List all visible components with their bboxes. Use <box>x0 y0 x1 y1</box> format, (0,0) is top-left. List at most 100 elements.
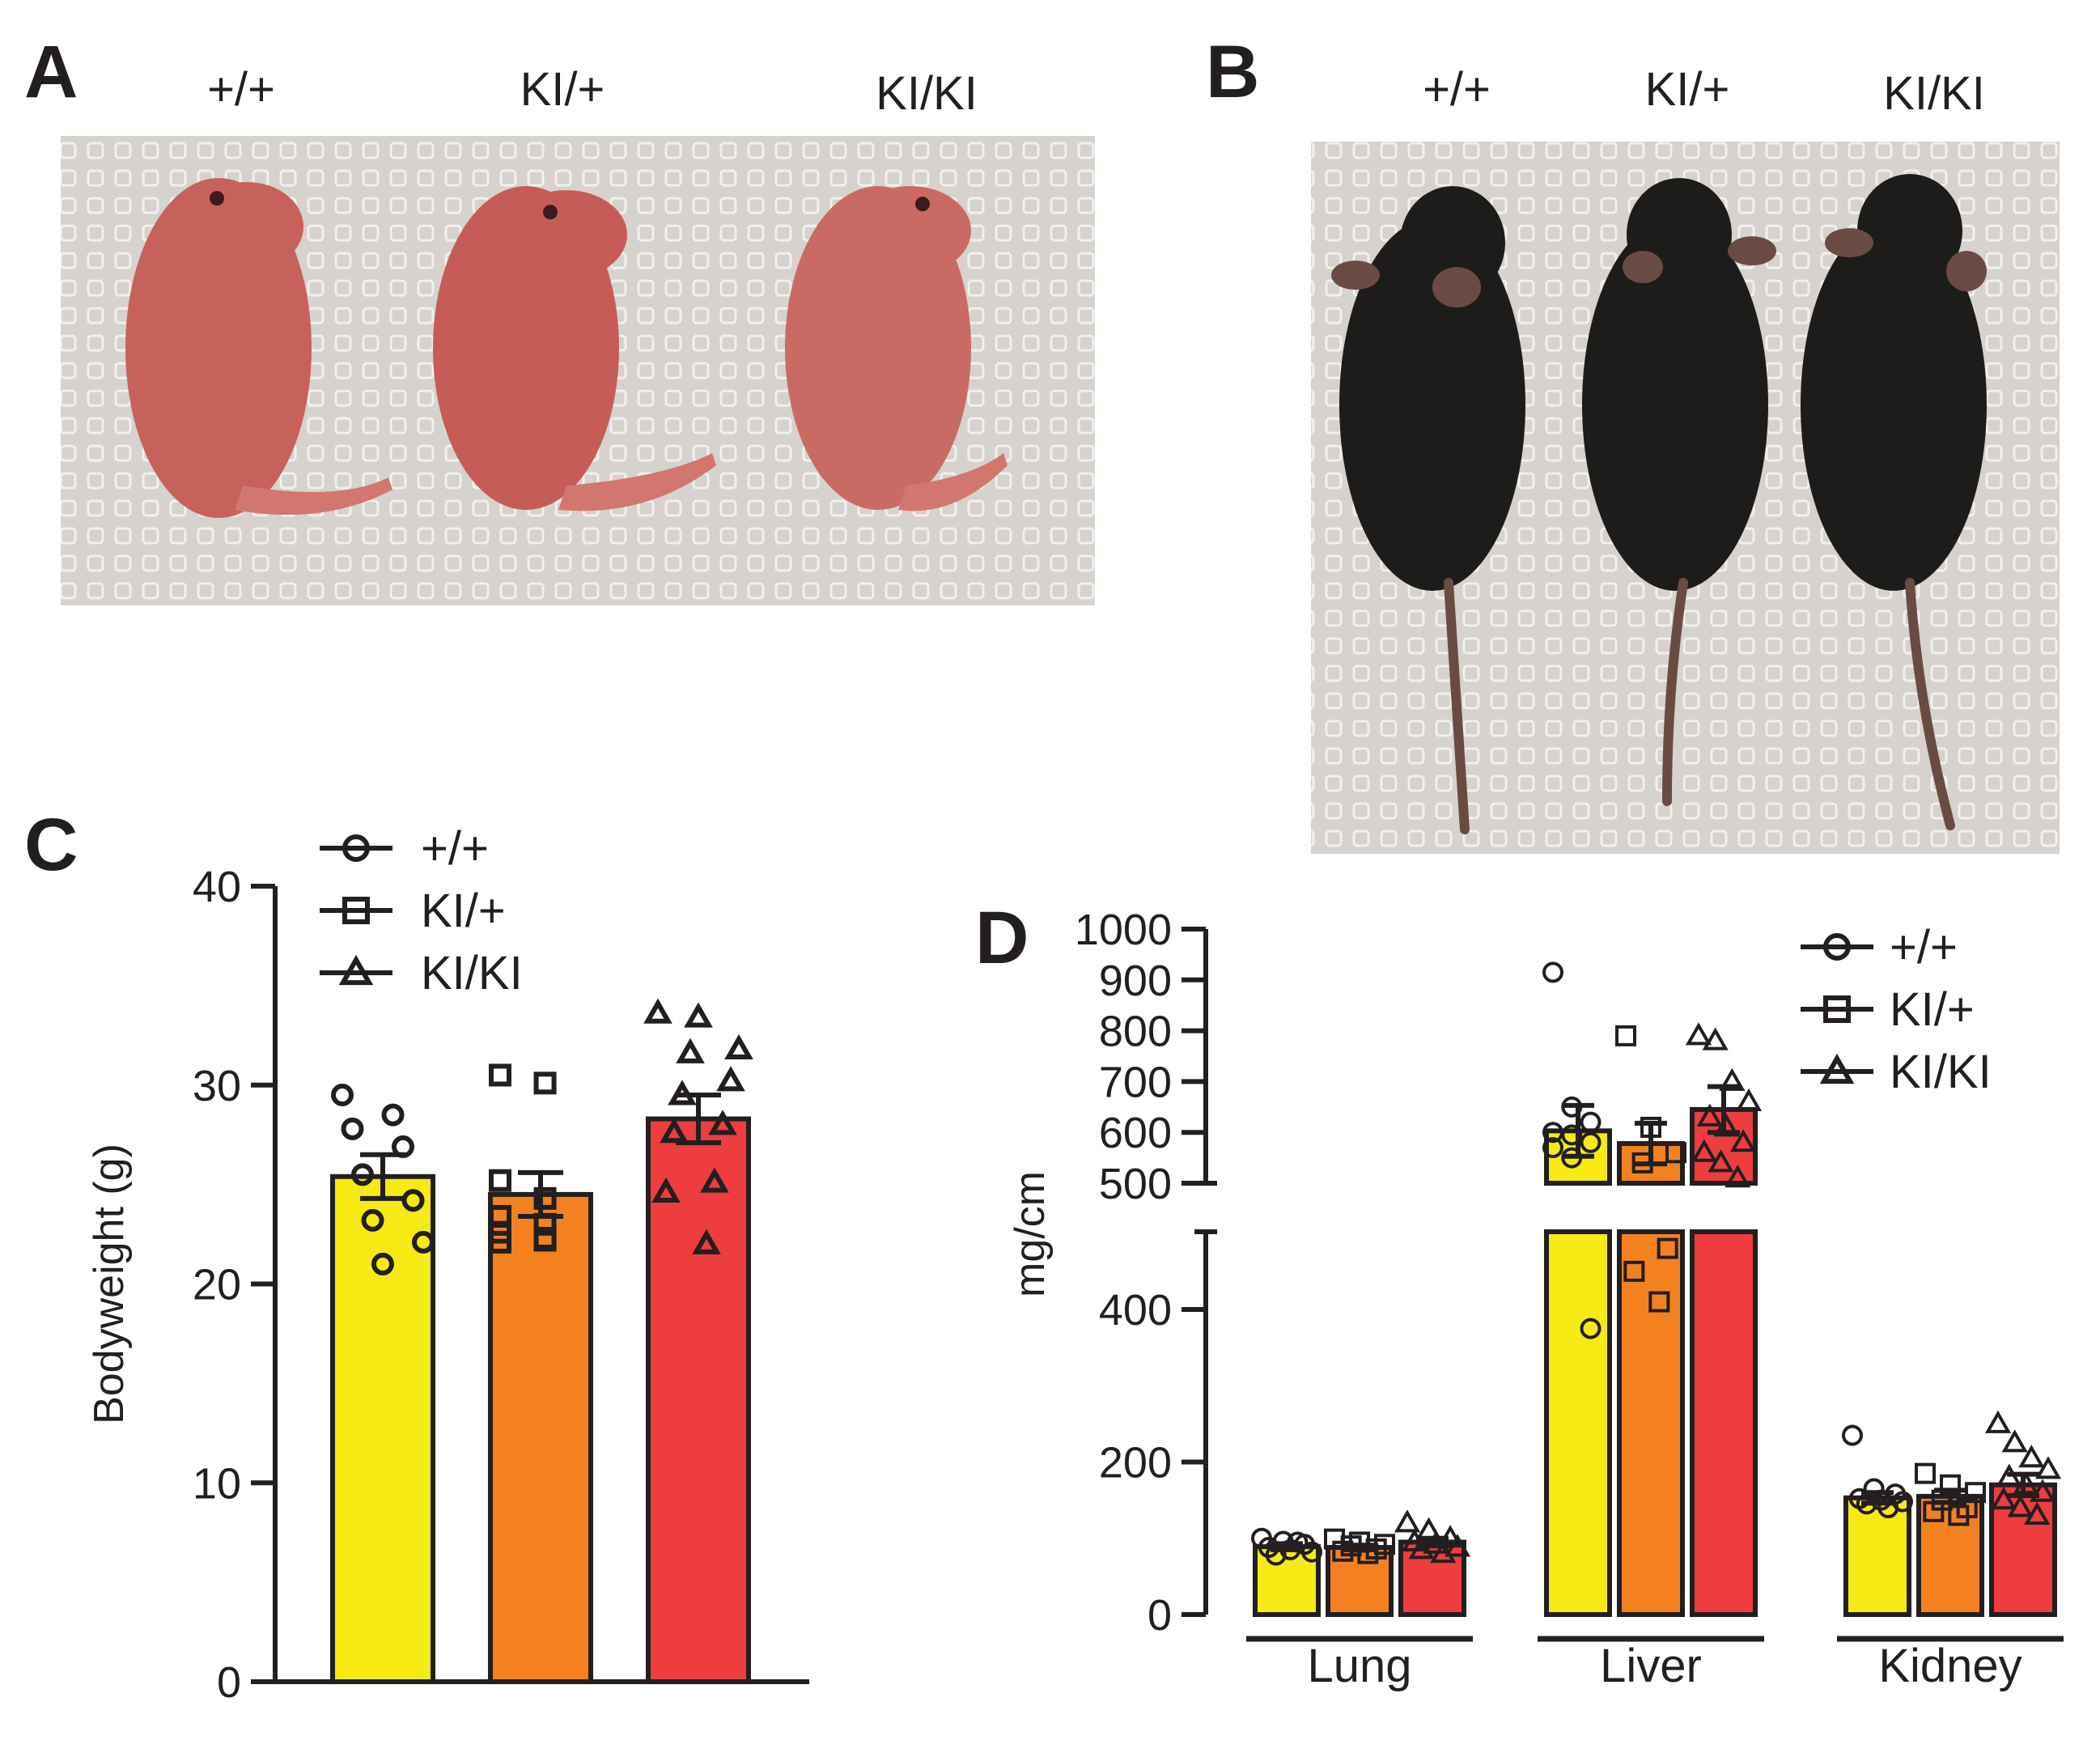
d-point-triangle <box>1394 1509 1421 1533</box>
d-point-triangle <box>1696 1103 1723 1127</box>
c-point-triangle <box>676 1038 705 1063</box>
panel-b-letter: B <box>1206 31 1259 113</box>
d-point-circle <box>1287 1531 1309 1553</box>
c-point-circle <box>401 1189 425 1212</box>
d-bar-lower-1 <box>1617 1229 1685 1617</box>
c-point-circle <box>351 1163 374 1186</box>
c-point-square <box>533 1186 557 1210</box>
d-point-circle <box>1580 1131 1602 1153</box>
c-point-triangle <box>716 1066 745 1092</box>
d-point-triangle <box>2034 1456 2062 1479</box>
d-point-square <box>1648 1291 1670 1313</box>
d-point-triangle <box>2001 1429 2028 1453</box>
mouse-het <box>1582 178 1776 806</box>
c-bar-1 <box>488 1191 593 1684</box>
c-ytick-label: 20 <box>193 1261 241 1309</box>
d-point-triangle <box>1691 1139 1717 1162</box>
d-category-label-lung: Lung <box>1307 1640 1411 1692</box>
d-point-square <box>1332 1540 1354 1562</box>
d-point-triangle <box>1713 1114 1740 1137</box>
d-legend-marker-square <box>1823 995 1851 1023</box>
d-legend-marker-circle <box>1823 933 1851 961</box>
c-bar-2 <box>646 1116 751 1684</box>
pup-wt <box>125 178 392 518</box>
d-point-triangle <box>1408 1536 1435 1560</box>
d-point-triangle <box>1730 1129 1757 1152</box>
d-point-triangle <box>2007 1494 2034 1517</box>
c-point-circle <box>341 1117 364 1140</box>
d-legend-label: KI/+ <box>1890 983 1975 1036</box>
d-point-circle <box>1580 1318 1602 1339</box>
d-point-circle <box>1561 1147 1583 1169</box>
c-ytick-label: 10 <box>193 1459 241 1508</box>
d-bar-lower-2 <box>1690 1229 1758 1617</box>
c-point-triangle <box>668 1080 697 1106</box>
d-ytick-label: 200 <box>1099 1439 1172 1487</box>
d-ytick-label: 0 <box>1148 1591 1172 1640</box>
d-point-square <box>1665 1142 1686 1164</box>
panel-b-genotype-het: KI/+ <box>1645 63 1730 116</box>
d-point-circle <box>1877 1497 1899 1519</box>
panel-a-genotype-ko: KI/KI <box>876 67 978 120</box>
d-point-triangle <box>1996 1463 2022 1487</box>
c-point-circle <box>381 1103 405 1127</box>
c-legend-label: KI/KI <box>421 947 523 999</box>
d-point-triangle <box>2030 1479 2056 1502</box>
d-point-square <box>1357 1543 1379 1564</box>
d-legend-label: +/+ <box>1890 921 1958 974</box>
d-legend-label: KI/KI <box>1890 1046 1992 1098</box>
d-point-circle <box>1561 1096 1583 1118</box>
c-point-circle <box>331 1084 354 1107</box>
mouse-wt <box>1331 186 1525 834</box>
d-point-triangle <box>1990 1486 2017 1510</box>
chart-c: 0 10 20 30 40 Bodyweight (g) +/+ KI/+ KI/KI <box>86 822 809 1707</box>
c-legend-label: KI/+ <box>421 885 506 937</box>
d-point-square <box>1657 1237 1678 1259</box>
c-ytick-label: 40 <box>193 863 241 911</box>
d-point-square <box>1615 1025 1636 1046</box>
d-point-triangle <box>1415 1517 1442 1540</box>
c-point-circle <box>412 1230 435 1254</box>
c-point-triangle <box>700 1167 729 1193</box>
d-point-circle <box>1561 1124 1583 1146</box>
d-point-square <box>1923 1500 1945 1522</box>
c-point-square <box>533 1072 557 1095</box>
d-point-square <box>1631 1152 1653 1173</box>
c-point-square <box>489 1169 511 1192</box>
d-category-label-kidney: Kidney <box>1878 1640 2022 1692</box>
d-category-label-liver: Liver <box>1600 1640 1702 1692</box>
c-point-triangle <box>724 1033 753 1060</box>
d-point-triangle <box>1735 1088 1763 1112</box>
d-ytick-label: 600 <box>1099 1109 1172 1157</box>
c-ylabel: Bodyweight (g) <box>86 1144 133 1424</box>
d-point-circle <box>1856 1493 1877 1515</box>
c-point-square <box>489 1063 511 1087</box>
panel-b-genotype-ko: KI/KI <box>1883 67 1985 120</box>
d-ytick-label: 700 <box>1099 1058 1172 1106</box>
d-point-triangle <box>1423 1530 1449 1554</box>
d-point-triangle <box>1725 1165 1751 1188</box>
d-legend-marker-triangle <box>1819 1053 1855 1084</box>
c-point-triangle <box>684 1002 713 1028</box>
d-ytick-label: 1000 <box>1075 906 1172 954</box>
d-point-square <box>1915 1462 1936 1484</box>
d-bar-0 <box>1843 1495 1911 1617</box>
d-point-square <box>1948 1504 1970 1526</box>
c-point-triangle <box>651 1177 681 1203</box>
d-point-triangle <box>1702 1027 1729 1050</box>
d-point-triangle <box>1444 1534 1471 1557</box>
d-point-triangle <box>1708 1149 1734 1173</box>
d-point-circle <box>1301 1541 1322 1563</box>
panel-b-photo <box>1311 142 2060 854</box>
pup-het <box>433 186 716 511</box>
d-bar-lower-0 <box>1544 1229 1612 1617</box>
c-point-circle <box>361 1208 384 1232</box>
c-point-triangle <box>708 1110 737 1135</box>
d-ytick-label: 400 <box>1099 1286 1172 1335</box>
d-point-triangle <box>1984 1410 2012 1433</box>
d-point-triangle <box>1685 1022 1712 1046</box>
d-point-triangle <box>1437 1525 1464 1548</box>
d-point-triangle <box>1430 1539 1457 1564</box>
c-legend-marker-square <box>342 897 370 924</box>
d-point-circle <box>1842 1424 1863 1446</box>
